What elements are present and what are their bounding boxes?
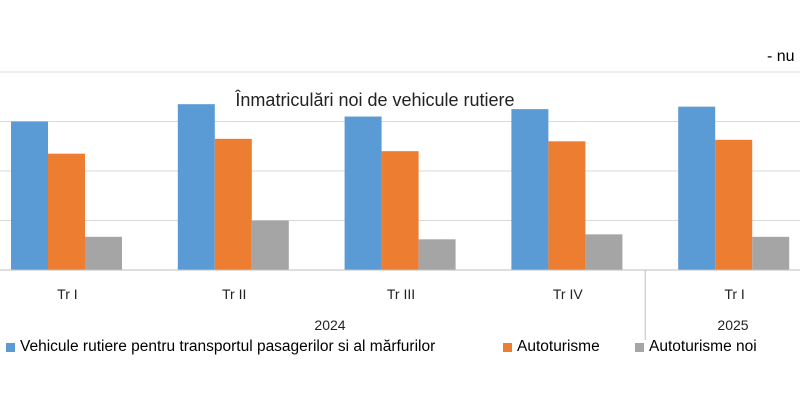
bar — [344, 116, 382, 270]
bar — [678, 106, 716, 271]
legend: Vehicule rutiere pentru transportul pasa… — [0, 338, 800, 358]
legend-label: Vehicule rutiere pentru transportul pasa… — [20, 338, 436, 355]
bar — [548, 141, 586, 270]
legend-swatch-gray — [635, 342, 644, 352]
bars — [11, 104, 790, 271]
bar — [48, 153, 85, 270]
legend-swatch-blue — [6, 342, 15, 352]
bar — [381, 151, 419, 270]
year-label: 2025 — [717, 317, 748, 333]
bar — [752, 236, 790, 270]
category-label: Tr III — [387, 286, 415, 302]
unit-note: - nu — [767, 48, 795, 65]
bar — [251, 220, 289, 270]
bar — [177, 104, 215, 270]
legend-item-autoturisme: Autoturisme — [503, 338, 600, 356]
legend-item-autoturisme-noi: Autoturisme noi — [635, 338, 757, 356]
bar — [214, 138, 252, 270]
category-label: Tr I — [57, 286, 77, 302]
legend-label: Autoturisme noi — [649, 338, 757, 355]
bar — [11, 121, 48, 270]
chart-title: Înmatriculări noi de vehicule rutiere — [234, 90, 514, 110]
bar — [418, 239, 456, 270]
category-axis: Tr I Tr II Tr III Tr IV Tr I 2024 2025 — [0, 269, 800, 340]
year-label: 2024 — [314, 317, 345, 333]
legend-swatch-orange — [503, 342, 512, 352]
category-label: Tr I — [724, 286, 744, 302]
category-label: Tr IV — [553, 286, 583, 302]
legend-label: Autoturisme — [517, 338, 600, 355]
bar — [85, 236, 122, 270]
bar — [585, 234, 623, 270]
category-label: Tr II — [222, 286, 246, 302]
legend-item-vehicule: Vehicule rutiere pentru transportul pasa… — [6, 338, 435, 356]
bar — [511, 109, 549, 270]
bar — [715, 139, 753, 270]
